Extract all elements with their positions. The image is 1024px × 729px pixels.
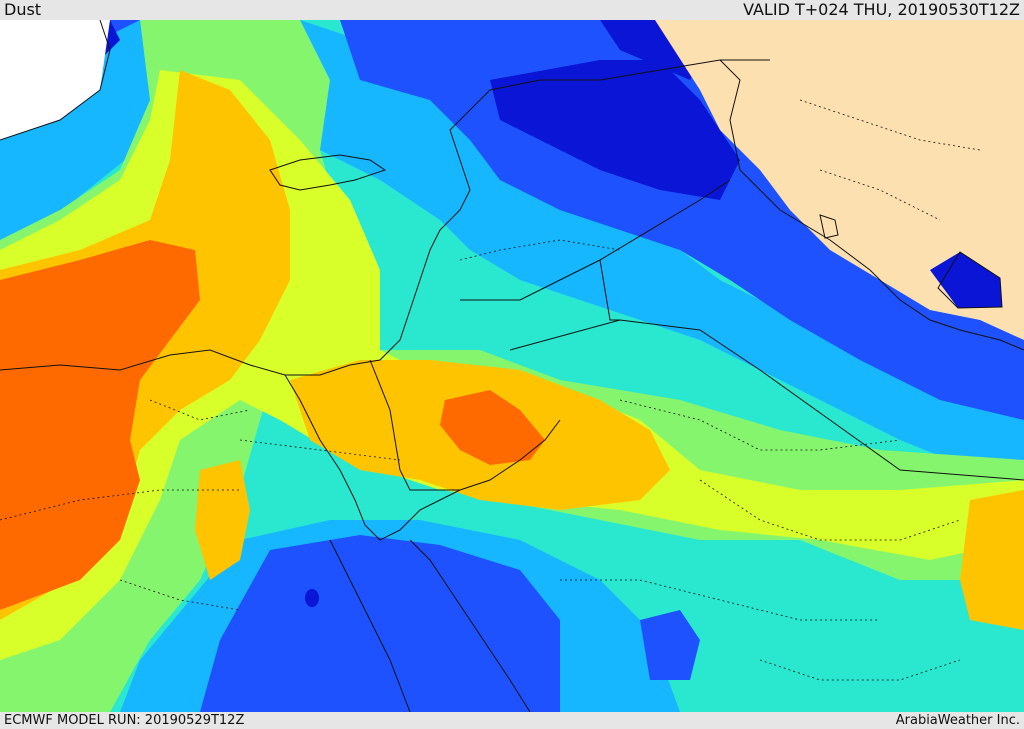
credit-label: ArabiaWeather Inc. bbox=[895, 713, 1020, 728]
coastlines bbox=[0, 20, 1024, 712]
country-borders bbox=[369, 179, 1024, 491]
dust-zone-extreme-west bbox=[0, 240, 200, 610]
dust-zone-low-south bbox=[200, 535, 560, 712]
dust-zone-extreme-center bbox=[440, 390, 545, 465]
bottom-bar: ECMWF MODEL RUN: 20190529T12Z ArabiaWeat… bbox=[0, 712, 1024, 729]
dust-concentration-map bbox=[0, 20, 1024, 712]
dust-zone-medium-low-north bbox=[0, 20, 1024, 490]
admin-boundaries bbox=[0, 99, 981, 681]
top-bar: Dust VALID T+024 THU, 20190530T12Z bbox=[0, 0, 1024, 20]
valid-time-label: VALID T+024 THU, 20190530T12Z bbox=[743, 0, 1020, 19]
gulf-water-overlay bbox=[930, 252, 1002, 308]
map-title: Dust bbox=[4, 0, 42, 19]
map-canvas bbox=[0, 20, 1024, 712]
dust-zone-very-low-northeast bbox=[490, 60, 740, 200]
dust-zone-very-low-spot bbox=[305, 589, 319, 607]
land-mask-iran bbox=[655, 20, 1024, 340]
no-data-mask-northwest bbox=[0, 20, 110, 140]
dust-zone-very-high-east bbox=[960, 490, 1024, 630]
model-run-label: ECMWF MODEL RUN: 20190529T12Z bbox=[4, 713, 245, 728]
dust-zone-low-east-spot bbox=[640, 610, 700, 680]
